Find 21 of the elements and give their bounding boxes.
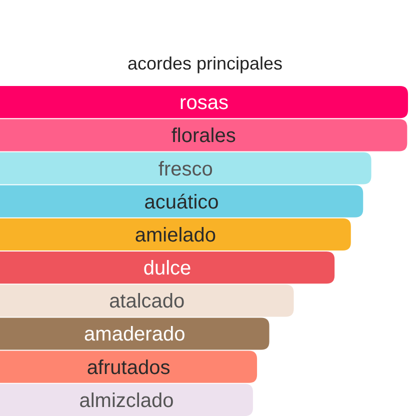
y-tick-label: fresco [158,158,213,180]
bar [0,218,351,251]
bar [0,350,258,383]
y-tick-label: amielado [134,224,216,246]
bar [0,284,294,317]
y-tick-label: florales [171,125,236,148]
y-tick-label: rosas [180,92,228,114]
bar [0,384,253,416]
y-tick-label: almizclado [79,390,174,412]
y-tick-label: afrutados [86,356,170,379]
bar [0,318,270,350]
bar [0,251,335,284]
chart-title: acordes principales [127,53,283,74]
bar [0,185,364,218]
bar [0,152,372,184]
bar [0,86,408,118]
y-tick-label: atalcado [109,290,185,313]
bar [0,119,408,152]
y-tick-label: acuático [144,191,219,214]
y-tick-label: amaderado [84,324,186,346]
y-tick-label: dulce [143,258,192,280]
